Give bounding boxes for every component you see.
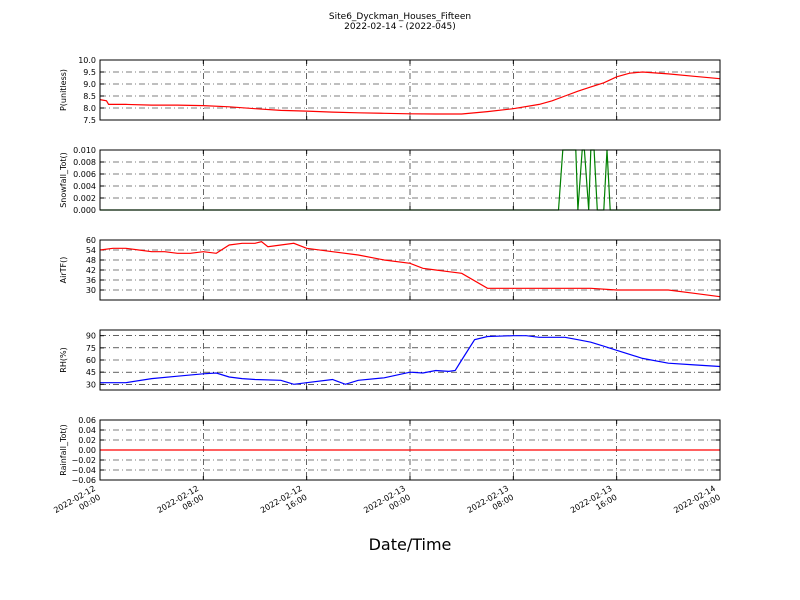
x-tick-label: 2022-02-1300:00: [362, 484, 412, 524]
x-tick-label: 2022-02-1308:00: [466, 484, 516, 524]
y-tick-label: 8.0: [83, 104, 96, 113]
y-axis-label: RH(%): [59, 347, 68, 372]
y-tick-label: 0.006: [73, 170, 96, 179]
x-axis-label: Date/Time: [369, 535, 452, 554]
y-tick-label: −0.04: [71, 466, 96, 475]
y-axis-label: Rainfall_Tot(): [59, 424, 68, 476]
x-tick-label: 2022-02-1316:00: [569, 484, 619, 524]
y-tick-label: −0.02: [71, 456, 96, 465]
series-line: [99, 71, 721, 115]
figure-subtitle: 2022-02-14 - (2022-045): [344, 22, 456, 32]
y-tick-label: 10.0: [78, 56, 96, 65]
panel-2: 0.000 0.002 0.004 0.006 0.008 0.010 Snowfall_T…: [59, 146, 721, 215]
x-tick-label: 2022-02-1208:00: [156, 484, 206, 524]
axes-frame: [99, 329, 721, 391]
figure-title: Site6_Dyckman_Houses_Fifteen: [329, 12, 471, 22]
y-tick-label: 75: [86, 344, 96, 353]
y-axis-label: AirTF(): [59, 257, 68, 284]
y-tick-label: 30: [86, 380, 96, 389]
panel-1: 7.5 8.0 8.5 9.0 9.5 10.0 P(unitless): [59, 56, 721, 125]
y-tick-label: 9.5: [83, 68, 96, 77]
panels: 7.5 8.0 8.5 9.0 9.5 10.0 P(unitless) 0.000 0.002…: [59, 56, 721, 485]
y-axis-label: Snowfall_Tot(): [59, 152, 68, 208]
y-tick-label: 0.008: [73, 158, 96, 167]
y-tick-label: 36: [86, 276, 96, 285]
y-tick-label: 48: [86, 256, 96, 265]
y-tick-label: 0.04: [78, 426, 96, 435]
y-tick-label: 42: [86, 266, 96, 275]
y-tick-label: 0.004: [73, 182, 96, 191]
series-line: [100, 335, 721, 385]
y-tick-label: 45: [86, 368, 96, 377]
y-tick-label: 54: [86, 246, 96, 255]
x-tick-label: 2022-02-1400:00: [672, 484, 722, 524]
y-tick-label: 90: [86, 332, 96, 341]
y-tick-label: 7.5: [83, 116, 96, 125]
y-tick-label: 0.00: [78, 446, 96, 455]
panel-4: 30 45 60 75 90 RH(%): [59, 329, 721, 391]
axes-frame: [99, 149, 721, 211]
y-tick-label: 60: [86, 356, 96, 365]
y-tick-label: 8.5: [83, 92, 96, 101]
x-tick-label: 2022-02-1200:00: [52, 484, 102, 524]
series-line: [99, 241, 721, 298]
axes-frame: [99, 239, 721, 301]
x-tick-label: 2022-02-1216:00: [259, 484, 309, 524]
panel-5: −0.06−0.04−0.020.000.020.040.06 Rainfall_…: [59, 416, 721, 485]
axes-frame: [99, 59, 721, 121]
y-tick-label: 0.000: [73, 206, 96, 215]
y-tick-label: 30: [86, 286, 96, 295]
x-tick-labels: 2022-02-1200:00 2022-02-1208:00 2022-02-12…: [52, 484, 722, 524]
y-axis-label: P(unitless): [59, 69, 68, 111]
y-tick-label: 0.02: [78, 436, 96, 445]
y-tick-label: −0.06: [71, 476, 96, 485]
y-tick-label: 0.002: [73, 194, 96, 203]
y-tick-label: 9.0: [83, 80, 96, 89]
y-tick-label: 0.06: [78, 416, 96, 425]
axes-frame: [99, 419, 721, 481]
y-tick-label: 0.010: [73, 146, 96, 155]
y-tick-label: 60: [86, 236, 96, 245]
